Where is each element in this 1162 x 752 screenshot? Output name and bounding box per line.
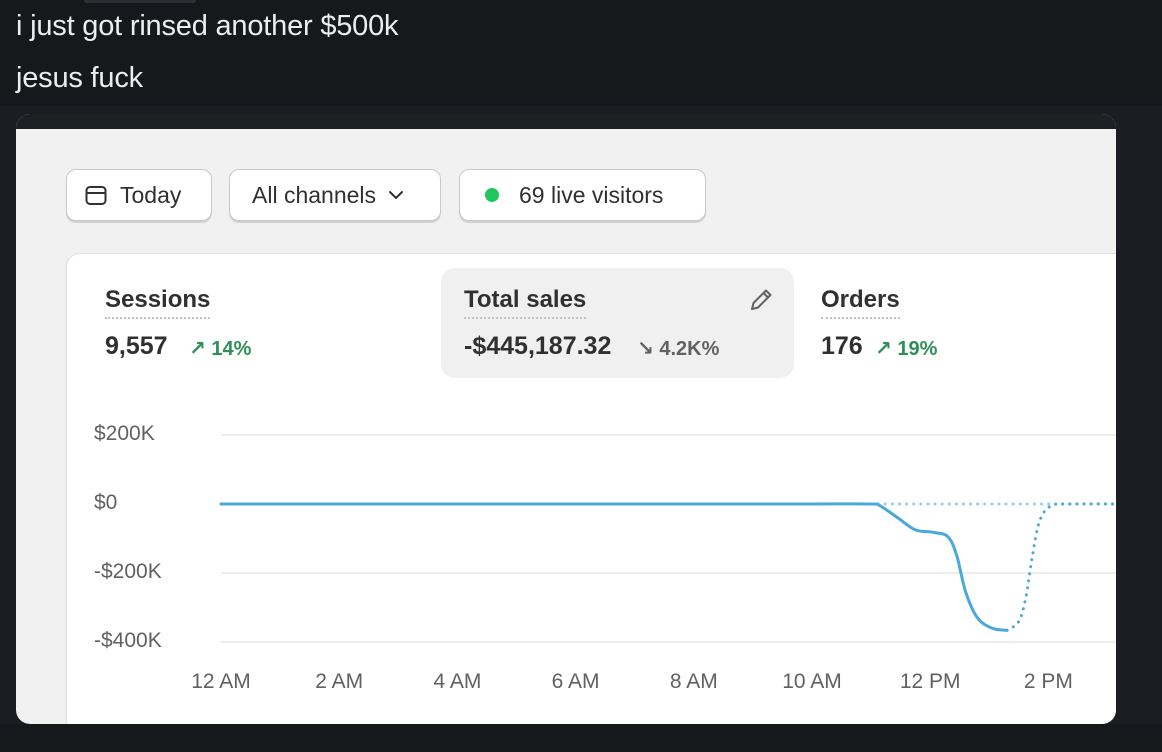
post-text-line-2: jesus fuck xyxy=(16,62,143,94)
channel-selector[interactable]: All channels xyxy=(229,169,441,221)
arrow-down-icon: ↘ xyxy=(637,338,654,360)
metric-orders[interactable]: Orders 176 ↗ 19% xyxy=(821,268,1116,378)
total-sales-value: -$445,187.32 xyxy=(464,332,612,360)
y-axis-label: $200K xyxy=(94,422,155,445)
channel-selector-label: All channels xyxy=(252,181,377,208)
date-range-button[interactable]: Today xyxy=(66,169,212,221)
sessions-change-value: 14% xyxy=(211,338,252,360)
sessions-label: Sessions xyxy=(105,286,211,319)
metric-total-sales[interactable]: Total sales -$445,187.32 ↘ 4.2K% xyxy=(441,268,794,378)
chart-canvas xyxy=(219,434,1116,643)
message-area: i just got rinsed another $500k jesus fu… xyxy=(0,0,1162,106)
screenshot-top-edge xyxy=(16,114,1116,129)
orders-change-value: 19% xyxy=(897,338,938,360)
metric-sessions[interactable]: Sessions 9,557 ↗ 14% xyxy=(105,268,425,378)
sessions-value: 9,557 xyxy=(105,332,168,360)
x-axis-label: 2 AM xyxy=(315,670,364,693)
total-sales-change-value: 4.2K% xyxy=(659,338,720,360)
x-axis-label: 12 AM xyxy=(191,670,251,693)
live-indicator-dot xyxy=(485,188,499,202)
x-axis-label: 4 AM xyxy=(433,670,482,693)
analytics-screenshot: Today All channels 69 live visitors Sess… xyxy=(16,114,1116,724)
sessions-change: ↗ 14% xyxy=(189,336,251,361)
y-axis-label: $0 xyxy=(94,491,118,514)
post-text-line-1: i just got rinsed another $500k xyxy=(16,10,399,42)
x-axis-label: 6 AM xyxy=(551,670,600,693)
metrics-panel: Sessions 9,557 ↗ 14% Total sales -$445,1… xyxy=(66,253,1116,724)
sales-line xyxy=(219,502,1009,632)
projected-line xyxy=(1005,502,1116,632)
calendar-icon xyxy=(85,186,107,205)
x-axis-label: 10 AM xyxy=(782,670,842,693)
orders-value: 176 xyxy=(821,332,863,360)
y-axis-label: -$400K xyxy=(94,629,162,652)
x-axis-label: 2 PM xyxy=(1023,670,1073,693)
bottom-bar xyxy=(0,724,1162,752)
y-axis-label: -$200K xyxy=(94,560,162,583)
total-sales-change: ↘ 4.2K% xyxy=(637,336,719,361)
arrow-up-icon: ↗ xyxy=(875,338,892,360)
x-axis-label: 12 PM xyxy=(899,670,961,693)
x-axis-label: 8 AM xyxy=(669,670,718,693)
live-visitors-label: 69 live visitors xyxy=(519,181,664,208)
chevron-down-icon xyxy=(389,191,404,199)
arrow-up-icon: ↗ xyxy=(189,338,206,360)
live-visitors-button[interactable]: 69 live visitors xyxy=(459,169,706,221)
date-range-label: Today xyxy=(120,181,182,208)
orders-label: Orders xyxy=(821,286,900,319)
top-divider xyxy=(84,0,196,3)
orders-change: ↗ 19% xyxy=(875,336,937,361)
edit-pencil-icon[interactable] xyxy=(747,286,775,314)
total-sales-label: Total sales xyxy=(464,286,587,319)
